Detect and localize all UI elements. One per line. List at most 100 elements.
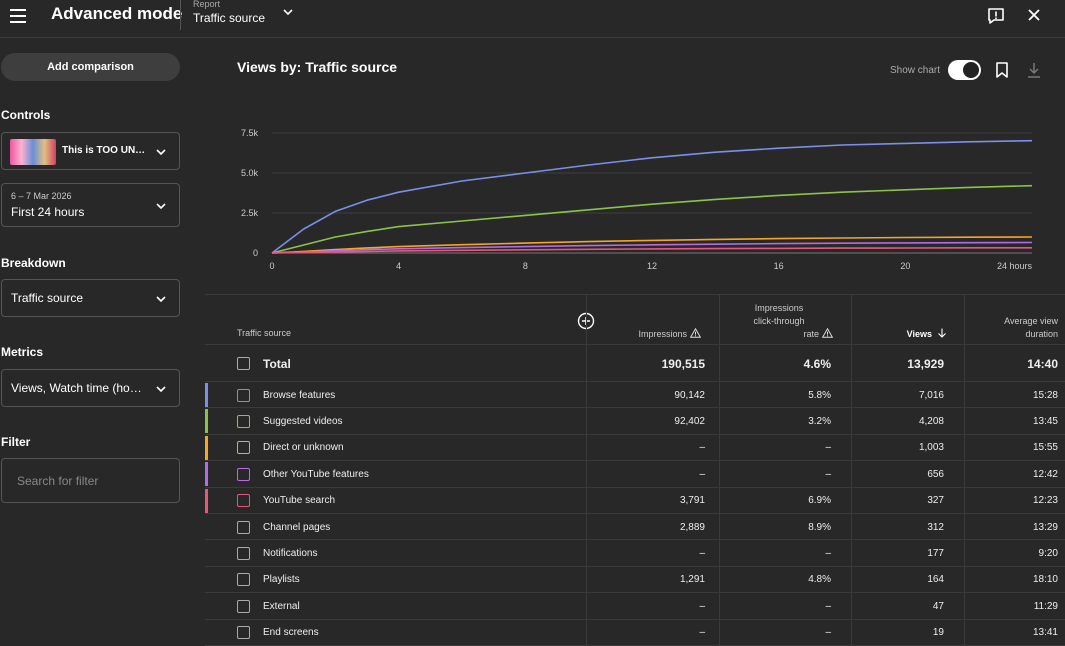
cell-avd: 12:42	[1032, 468, 1058, 480]
series-line	[271, 241, 1033, 254]
divider	[180, 0, 181, 30]
download-icon[interactable]	[1026, 61, 1042, 79]
cell-ctr: 8.9%	[808, 521, 831, 533]
row-checkbox[interactable]	[237, 547, 250, 561]
table-row: Direct or unknown – – 1,003 15:55	[205, 435, 1065, 462]
bookmark-icon[interactable]	[994, 61, 1010, 79]
metrics-select[interactable]: Views, Watch time (ho…	[1, 369, 180, 407]
table-total-row: Total 190,515 4.6% 13,929 14:40	[205, 345, 1065, 382]
cell-ctr: 4.8%	[808, 574, 831, 586]
chevron-down-icon[interactable]	[282, 6, 294, 18]
table-row: Other YouTube features – – 656 12:42	[205, 461, 1065, 488]
series-color-stripe	[205, 488, 208, 513]
cell-impressions: 1,291	[679, 574, 705, 586]
ctr-header-line3-wrap: rate	[725, 328, 833, 341]
views-header-label: Views	[906, 329, 932, 339]
cell-views: 7,016	[918, 389, 944, 401]
table-row: Browse features 90,142 5.8% 7,016 15:28	[205, 382, 1065, 409]
column-divider	[851, 294, 852, 645]
series-line	[271, 236, 1033, 254]
series-color-stripe	[205, 409, 208, 434]
cell-avd: 12:23	[1032, 495, 1058, 507]
top-bar: Advanced mode Report Traffic source	[0, 0, 1065, 38]
video-select[interactable]: This is TOO UN…	[1, 132, 180, 170]
column-divider	[719, 294, 720, 645]
filter-search-input[interactable]	[1, 458, 180, 503]
cell-views: 1,003	[918, 442, 944, 454]
cell-views: 327	[927, 495, 944, 507]
cell-views: 13,929	[907, 357, 944, 371]
metrics-label: Metrics	[1, 345, 44, 359]
col-header-impressions[interactable]: Impressions	[605, 328, 701, 339]
breakdown-label: Breakdown	[1, 256, 66, 270]
cell-ctr: –	[825, 548, 831, 560]
traffic-source-line-chart: 0 2.5k 5.0k 7.5k 0 4 8 12 16 20 24 hours	[241, 128, 1033, 271]
y-tick-label: 2.5k	[241, 208, 259, 218]
close-icon[interactable]	[1025, 6, 1043, 24]
add-comparison-button[interactable]: Add comparison	[1, 53, 180, 81]
cell-views: 312	[927, 521, 944, 533]
row-checkbox[interactable]	[237, 415, 250, 429]
y-tick-label: 5.0k	[241, 168, 259, 178]
traffic-source-name: End screens	[263, 627, 319, 639]
row-checkbox[interactable]	[237, 520, 250, 534]
cell-ctr: –	[825, 442, 831, 454]
cell-ctr: 6.9%	[808, 495, 831, 507]
row-checkbox[interactable]	[237, 573, 250, 587]
x-tick-label: 8	[523, 261, 528, 271]
table-row: End screens – – 19 13:41	[205, 620, 1065, 646]
avd-header-line1: Average view	[1004, 316, 1058, 326]
series-line	[271, 184, 1033, 254]
y-tick-label: 7.5k	[241, 128, 259, 138]
row-checkbox[interactable]	[237, 494, 250, 508]
feedback-icon[interactable]	[986, 6, 1006, 26]
report-dropdown[interactable]: Traffic source	[193, 11, 266, 25]
series-line	[271, 247, 1032, 254]
controls-label: Controls	[1, 108, 51, 122]
date-range-select[interactable]: 6 – 7 Mar 2026 First 24 hours	[1, 183, 180, 227]
series-color-stripe	[205, 435, 208, 460]
column-divider	[586, 294, 587, 645]
show-chart-toggle[interactable]	[948, 60, 981, 80]
table-header: Traffic source Impressions Impressions c…	[205, 294, 1065, 345]
cell-avd: 13:41	[1032, 627, 1058, 639]
col-header-traffic-source[interactable]: Traffic source	[237, 328, 292, 338]
cell-ctr: –	[825, 468, 831, 480]
cell-impressions: 3,791	[679, 495, 705, 507]
table-row: Suggested videos 92,402 3.2% 4,208 13:45	[205, 408, 1065, 435]
breakdown-select[interactable]: Traffic source	[1, 279, 180, 317]
chart-title: Views by: Traffic source	[237, 59, 398, 75]
row-checkbox[interactable]	[237, 388, 250, 402]
row-checkbox[interactable]	[237, 357, 250, 370]
cell-ctr: –	[825, 600, 831, 612]
cell-views: 164	[927, 574, 944, 586]
video-title: This is TOO UN…	[62, 145, 146, 156]
page-title: Advanced mode	[51, 4, 183, 23]
cell-views: 656	[927, 468, 944, 480]
series-line	[271, 139, 1033, 254]
chevron-down-icon	[156, 149, 166, 156]
cell-avd: 9:20	[1038, 548, 1058, 560]
traffic-source-name: Playlists	[263, 574, 300, 586]
y-tick-label: 0	[253, 248, 258, 258]
warning-icon	[822, 328, 833, 338]
traffic-source-name: Browse features	[263, 389, 336, 401]
warning-icon	[690, 328, 701, 338]
cell-avd: 15:55	[1032, 442, 1058, 454]
col-header-views[interactable]: Views	[865, 328, 947, 339]
sidebar: Add comparison Controls This is TOO UN… …	[0, 38, 205, 645]
cell-ctr: 4.6%	[803, 357, 831, 371]
table-row: Notifications – – 177 9:20	[205, 540, 1065, 567]
col-header-avg-view-duration[interactable]: Average view duration	[985, 315, 1058, 341]
row-checkbox[interactable]	[237, 441, 250, 455]
report-label: Report	[193, 0, 221, 9]
row-checkbox[interactable]	[237, 467, 250, 481]
cell-ctr: 3.2%	[808, 416, 831, 428]
menu-icon[interactable]	[10, 9, 26, 23]
traffic-source-name: External	[263, 600, 300, 612]
col-header-ctr[interactable]: Impressions click-through rate	[725, 302, 833, 341]
cell-views: 19	[932, 627, 944, 639]
show-chart-label: Show chart	[890, 65, 941, 76]
row-checkbox[interactable]	[237, 626, 250, 640]
row-checkbox[interactable]	[237, 599, 250, 613]
